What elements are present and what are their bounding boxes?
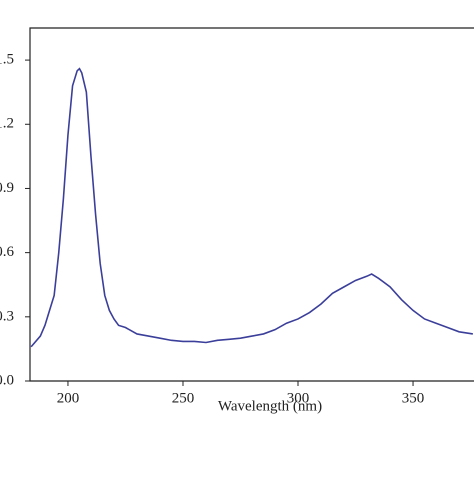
y-tick-label: 0.9 <box>0 180 14 196</box>
x-tick-label: 200 <box>57 390 80 406</box>
spectrum-line <box>30 67 473 348</box>
y-tick-label: 0.3 <box>0 308 14 324</box>
y-tick-label: 1.2 <box>0 116 14 132</box>
y-tick-label: 1.5 <box>0 52 14 68</box>
x-tick-label: 300 <box>287 390 310 406</box>
y-tick-label: 0.0 <box>0 372 14 388</box>
y-tick-label: 0.6 <box>0 244 15 260</box>
x-tick-label: 350 <box>402 390 425 406</box>
x-tick-label: 250 <box>172 390 195 406</box>
x-axis-label: Wavelength (nm) <box>218 398 322 414</box>
axis-frame <box>29 27 474 382</box>
